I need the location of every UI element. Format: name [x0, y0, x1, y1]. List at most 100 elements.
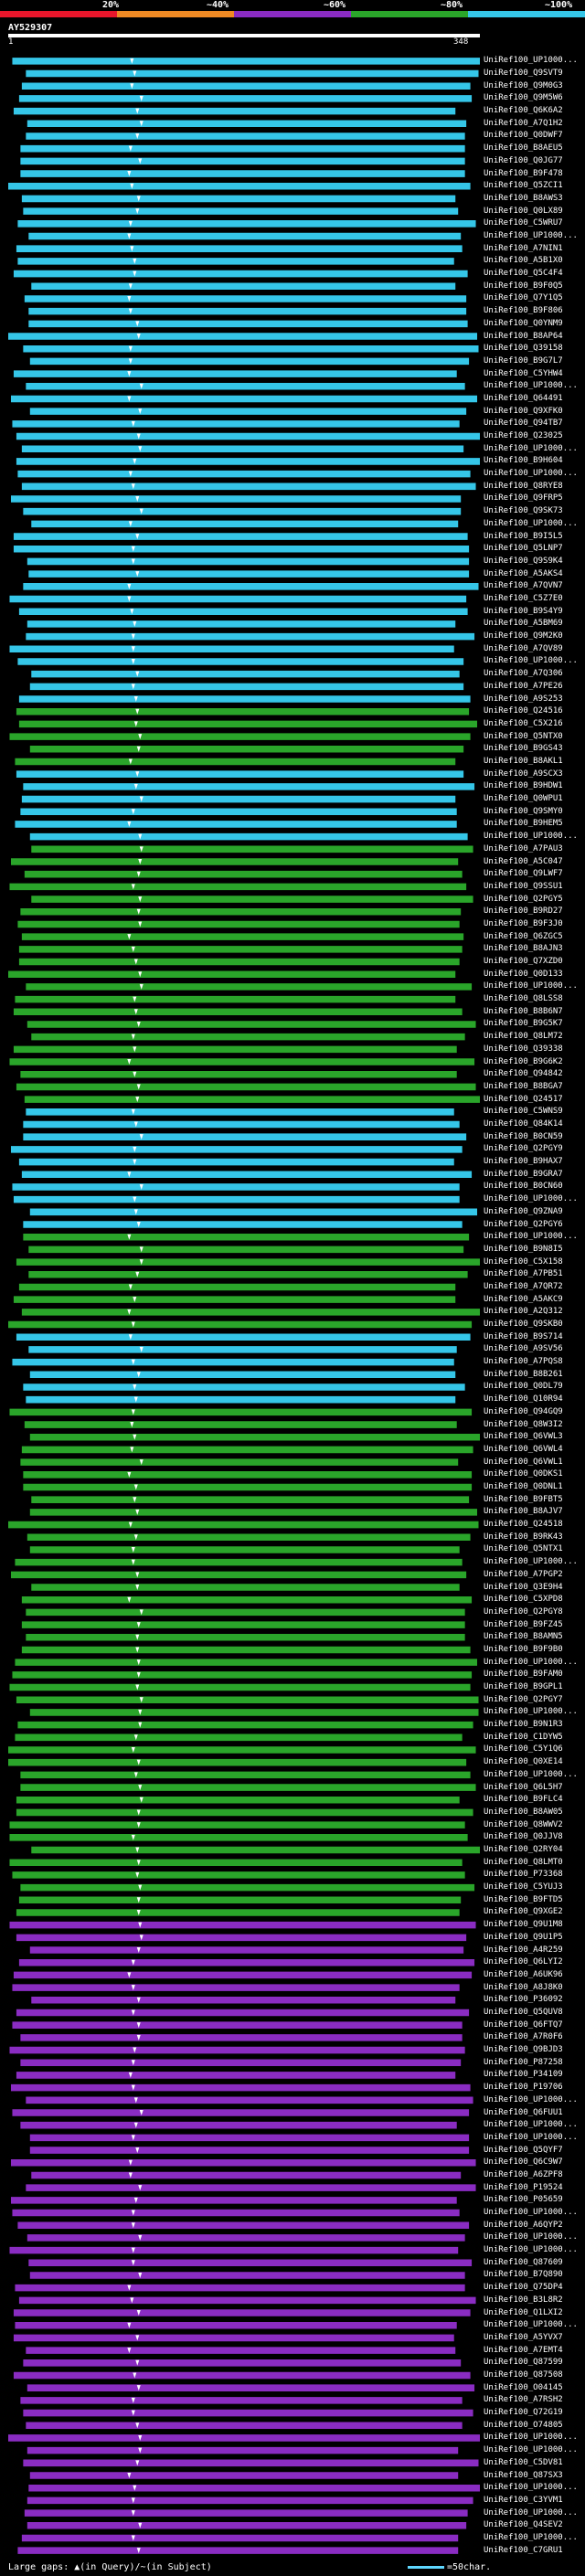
hit-label[interactable]: UniRef100_A2Q312	[484, 1307, 563, 1317]
hit-label[interactable]: UniRef100_Q9SKB0	[484, 1320, 563, 1330]
hit-label[interactable]: UniRef100_Q24516	[484, 706, 563, 716]
hit-label[interactable]: UniRef100_A5C047	[484, 856, 563, 866]
hit-label[interactable]: UniRef100_B0CN59	[484, 1131, 563, 1141]
hit-label[interactable]: UniRef100_B9FTD5	[484, 1894, 563, 1904]
hit-label[interactable]: UniRef100_Q9BJD3	[484, 2045, 563, 2055]
hit-label[interactable]: UniRef100_Q0LX89	[484, 206, 563, 216]
hit-label[interactable]: UniRef100_B9FZ45	[484, 1619, 563, 1629]
hit-label[interactable]: UniRef100_Q0YNM9	[484, 318, 563, 328]
hit-label[interactable]: UniRef100_Q6VWL1	[484, 1457, 563, 1467]
hit-label[interactable]: UniRef100_Q75DP4	[484, 2283, 563, 2293]
hit-label[interactable]: UniRef100_UP1000...	[484, 1232, 578, 1242]
hit-label[interactable]: UniRef100_B8AJV7	[484, 1507, 563, 1517]
hit-label[interactable]: UniRef100_B9F0Q5	[484, 281, 563, 291]
hit-label[interactable]: UniRef100_B9HAX7	[484, 1157, 563, 1167]
hit-label[interactable]: UniRef100_Q7XZD0	[484, 957, 563, 967]
hit-label[interactable]: UniRef100_C7GRU1	[484, 2545, 563, 2555]
hit-label[interactable]: UniRef100_Q94842	[484, 1069, 563, 1079]
hit-label[interactable]: UniRef100_Q5LNP7	[484, 544, 563, 554]
hit-label[interactable]: UniRef100_UP1000...	[484, 2483, 578, 2493]
hit-label[interactable]: UniRef100_UP1000...	[484, 2445, 578, 2455]
hit-label[interactable]: UniRef100_B3L8R2	[484, 2295, 563, 2305]
hit-label[interactable]: UniRef100_C5Z7E0	[484, 594, 563, 603]
hit-label[interactable]: UniRef100_A7PAU3	[484, 843, 563, 853]
hit-label[interactable]: UniRef100_C5X216	[484, 718, 563, 728]
hit-label[interactable]: UniRef100_C3YVM1	[484, 2495, 563, 2505]
hit-label[interactable]: UniRef100_A7PGP2	[484, 1569, 563, 1579]
hit-label[interactable]: UniRef100_UP1000...	[484, 381, 578, 391]
hit-label[interactable]: UniRef100_Q6FTQ7	[484, 2019, 563, 2030]
hit-label[interactable]: UniRef100_Q6C9W7	[484, 2157, 563, 2168]
hit-label[interactable]: UniRef100_A7PB51	[484, 1269, 563, 1279]
hit-label[interactable]: UniRef100_Q6VWL4	[484, 1444, 563, 1454]
hit-label[interactable]: UniRef100_B8AJN3	[484, 944, 563, 954]
hit-label[interactable]: UniRef100_UP1000...	[484, 832, 578, 842]
hit-label[interactable]: UniRef100_Q0DWF7	[484, 131, 563, 141]
hit-label[interactable]: UniRef100_Q9S9K4	[484, 556, 563, 566]
hit-label[interactable]: UniRef100_A5B1X0	[484, 256, 563, 266]
hit-label[interactable]: UniRef100_B9F478	[484, 168, 563, 178]
hit-label[interactable]: UniRef100_B8AEU5	[484, 143, 563, 154]
hit-label[interactable]: UniRef100_A7QV89	[484, 643, 563, 653]
hit-label[interactable]: UniRef100_Q9ZNA9	[484, 1206, 563, 1216]
hit-label[interactable]: UniRef100_Q3E9H4	[484, 1582, 563, 1592]
hit-label[interactable]: UniRef100_UP1000...	[484, 2532, 578, 2542]
hit-label[interactable]: UniRef100_Q1LXI2	[484, 2307, 563, 2317]
hit-label[interactable]: UniRef100_Q24517	[484, 1094, 563, 1104]
hit-label[interactable]: UniRef100_B9HDW1	[484, 781, 563, 791]
hit-label[interactable]: UniRef100_A6UK96	[484, 1969, 563, 1979]
hit-label[interactable]: UniRef100_B9G5K7	[484, 1019, 563, 1029]
hit-label[interactable]: UniRef100_B9GS43	[484, 744, 563, 754]
hit-label[interactable]: UniRef100_C5Y1Q6	[484, 1744, 563, 1754]
hit-label[interactable]: UniRef100_A4R259	[484, 1945, 563, 1955]
hit-label[interactable]: UniRef100_Q39338	[484, 1044, 563, 1054]
hit-label[interactable]: UniRef100_B9G7L7	[484, 355, 563, 366]
hit-label[interactable]: UniRef100_UP1000...	[484, 2320, 578, 2330]
hit-label[interactable]: UniRef100_B8AWS3	[484, 193, 563, 203]
hit-label[interactable]: UniRef100_O04145	[484, 2382, 563, 2392]
hit-label[interactable]: UniRef100_UP1000...	[484, 1657, 578, 1667]
hit-label[interactable]: UniRef100_P87258	[484, 2057, 563, 2067]
hit-label[interactable]: UniRef100_Q2PGY5	[484, 894, 563, 904]
hit-label[interactable]: UniRef100_UP1000...	[484, 2433, 578, 2443]
hit-label[interactable]: UniRef100_C5WNS9	[484, 1107, 563, 1117]
hit-label[interactable]: UniRef100_A7PQS8	[484, 1357, 563, 1367]
hit-label[interactable]: UniRef100_Q8RYE8	[484, 481, 563, 491]
hit-label[interactable]: UniRef100_UP1000...	[484, 231, 578, 240]
hit-label[interactable]: UniRef100_Q9SVT9	[484, 69, 563, 79]
hit-label[interactable]: UniRef100_UP1000...	[484, 56, 578, 66]
hit-label[interactable]: UniRef100_A7QVN7	[484, 581, 563, 591]
hit-label[interactable]: UniRef100_Q9M5W6	[484, 93, 563, 103]
hit-label[interactable]: UniRef100_Q9SMY0	[484, 806, 563, 816]
hit-label[interactable]: UniRef100_Q6L5H7	[484, 1782, 563, 1792]
hit-label[interactable]: UniRef100_P19524	[484, 2182, 563, 2192]
hit-label[interactable]: UniRef100_Q9FRP5	[484, 493, 563, 504]
hit-label[interactable]: UniRef100_B8AP64	[484, 331, 563, 341]
hit-label[interactable]: UniRef100_Q8LSS8	[484, 994, 563, 1004]
hit-label[interactable]: UniRef100_B9F806	[484, 306, 563, 316]
hit-label[interactable]: UniRef100_Q5QUV8	[484, 2007, 563, 2017]
hit-label[interactable]: UniRef100_Q6K6A2	[484, 106, 563, 116]
hit-label[interactable]: UniRef100_Q94GQ9	[484, 1406, 563, 1416]
hit-label[interactable]: UniRef100_Q0WPU1	[484, 794, 563, 804]
hit-label[interactable]: UniRef100_B9FLC4	[484, 1795, 563, 1805]
hit-label[interactable]: UniRef100_Q9U1M8	[484, 1920, 563, 1930]
hit-label[interactable]: UniRef100_Q87508	[484, 2369, 563, 2380]
hit-label[interactable]: UniRef100_B7Q890	[484, 2270, 563, 2280]
hit-label[interactable]: UniRef100_B9RD27	[484, 906, 563, 917]
hit-label[interactable]: UniRef100_Q64491	[484, 393, 563, 403]
hit-label[interactable]: UniRef100_Q72G19	[484, 2408, 563, 2418]
hit-label[interactable]: UniRef100_B9GRA7	[484, 1169, 563, 1179]
hit-label[interactable]: UniRef100_A7EMT4	[484, 2345, 563, 2355]
hit-label[interactable]: UniRef100_Q5C4F4	[484, 269, 563, 279]
hit-label[interactable]: UniRef100_B9N8I5	[484, 1244, 563, 1254]
hit-label[interactable]: UniRef100_A7PE26	[484, 681, 563, 691]
hit-label[interactable]: UniRef100_UP1000...	[484, 469, 578, 479]
hit-label[interactable]: UniRef100_B9S714	[484, 1331, 563, 1341]
hit-label[interactable]: UniRef100_Q5NTX1	[484, 1544, 563, 1554]
hit-label[interactable]: UniRef100_Q9U1P5	[484, 1932, 563, 1942]
hit-label[interactable]: UniRef100_UP1000...	[484, 2232, 578, 2242]
hit-label[interactable]: UniRef100_B9GPL1	[484, 1682, 563, 1692]
hit-label[interactable]: UniRef100_B9FBT5	[484, 1494, 563, 1504]
hit-label[interactable]: UniRef100_Q2PGY8	[484, 1606, 563, 1617]
